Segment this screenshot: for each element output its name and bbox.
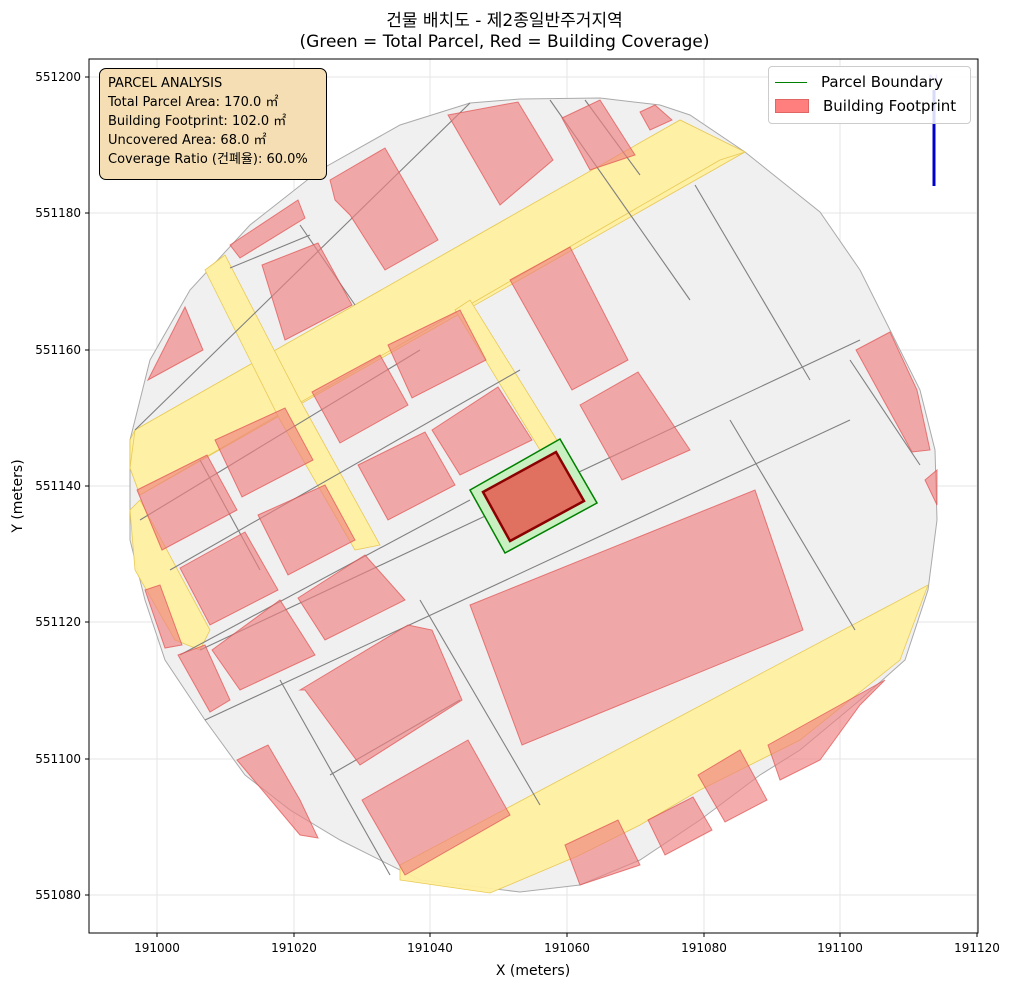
building (329, 147, 439, 271)
parcel-line-swatch (775, 81, 807, 83)
x-tick-label: 191060 (544, 941, 590, 955)
building (146, 305, 204, 382)
parcel-analysis-box: PARCEL ANALYSIS Total Parcel Area: 170.0… (99, 68, 327, 180)
building (561, 99, 636, 171)
legend-parcel-label: Parcel Boundary (821, 73, 944, 91)
y-tick-label: 551080 (35, 888, 81, 902)
y-tick-label: 551140 (35, 479, 81, 493)
building (214, 407, 314, 498)
building-patch-swatch (775, 99, 809, 113)
building (431, 386, 533, 476)
legend: Parcel Boundary Building Footprint (768, 66, 971, 124)
info-heading: PARCEL ANALYSIS (108, 76, 223, 91)
building (236, 744, 319, 839)
y-tick-label: 551100 (35, 752, 81, 766)
chart-subtitle: (Green = Total Parcel, Red = Building Co… (299, 32, 710, 52)
roads (129, 119, 929, 894)
legend-building-label: Building Footprint (823, 97, 957, 115)
y-tick-label: 551160 (35, 343, 81, 357)
chart-title: 건물 배치도 - 제2종일반주거지역 (386, 11, 623, 31)
x-axis-label: X (meters) (496, 963, 570, 979)
building (697, 749, 768, 823)
building (136, 454, 238, 551)
building (639, 104, 673, 131)
building (647, 796, 713, 856)
y-tick-label: 551200 (35, 70, 81, 84)
x-tick-label: 191100 (817, 941, 863, 955)
y-tick-label: 551120 (35, 615, 81, 629)
building (177, 644, 231, 713)
building (855, 331, 931, 453)
tick-marks (85, 76, 978, 937)
building (767, 679, 886, 781)
info-uncovered: Uncovered Area: 68.0 ㎡ (108, 133, 267, 148)
x-tick-label: 191000 (134, 941, 180, 955)
building (311, 354, 409, 444)
target-building (481, 450, 586, 543)
building (179, 531, 279, 626)
building (144, 584, 183, 649)
building (469, 489, 804, 746)
building (298, 624, 463, 766)
x-tick-label: 191120 (954, 941, 1000, 955)
info-footprint: Building Footprint: 102.0 ㎡ (108, 114, 287, 129)
info-coverage: Coverage Ratio (건폐율): 60.0% (108, 152, 308, 167)
building (261, 242, 353, 341)
legend-item-building: Building Footprint (775, 95, 956, 117)
y-axis-label: Y (meters) (10, 459, 26, 533)
building (924, 468, 938, 506)
legend-item-parcel: Parcel Boundary (775, 71, 943, 93)
plot-frame (88, 58, 979, 934)
building (579, 371, 691, 481)
building (387, 309, 487, 399)
x-tick-label: 191040 (407, 941, 453, 955)
building (361, 739, 511, 876)
building (211, 599, 316, 691)
building (509, 246, 629, 391)
y-tick-label: 551180 (35, 206, 81, 220)
x-tick-label: 191080 (681, 941, 727, 955)
building (257, 484, 356, 576)
building (447, 101, 554, 206)
x-tick-label: 191020 (271, 941, 317, 955)
building (229, 199, 306, 259)
info-total-area: Total Parcel Area: 170.0 ㎡ (108, 95, 279, 110)
building (357, 431, 456, 521)
building (564, 819, 641, 886)
building-footprints (136, 99, 938, 886)
building (297, 554, 406, 641)
